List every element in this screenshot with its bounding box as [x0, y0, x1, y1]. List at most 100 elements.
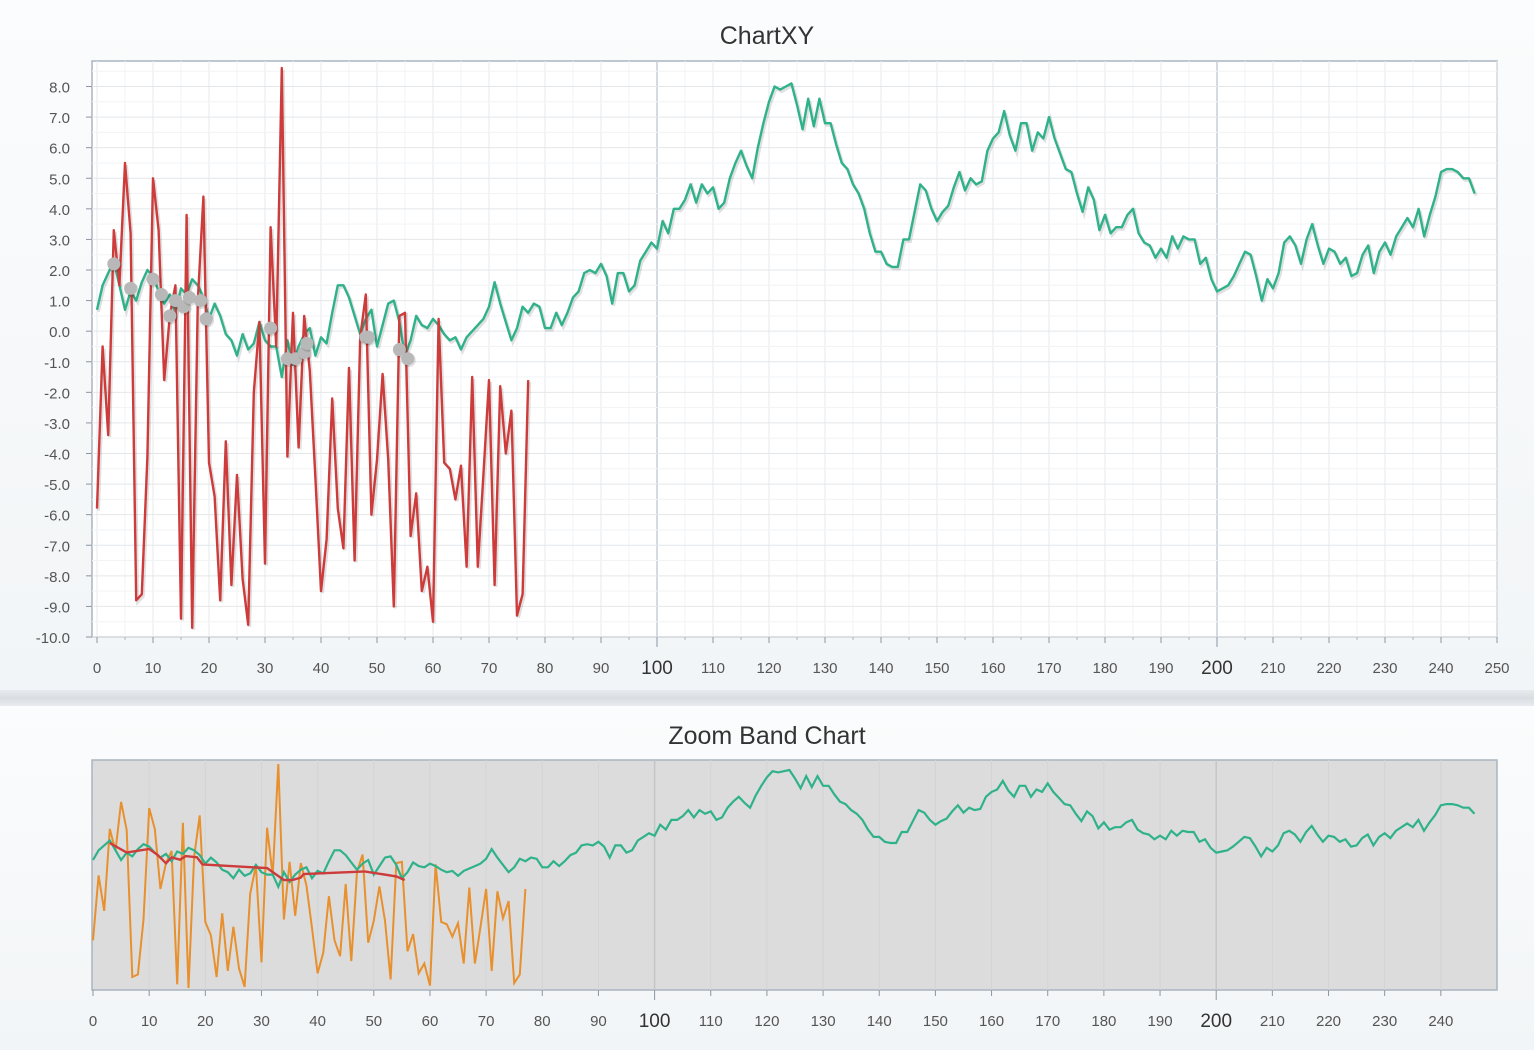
zoom-x-tick-label: 30 [253, 1013, 270, 1030]
marker-point [401, 352, 415, 366]
marker-point [124, 281, 138, 295]
y-tick-label: -7.0 [44, 538, 70, 555]
y-tick-label: 3.0 [49, 232, 70, 249]
y-tick-label: 5.0 [49, 171, 70, 188]
y-tick-label: -4.0 [44, 447, 70, 464]
zoom-x-tick-label: 110 [699, 1013, 723, 1030]
y-tick-label: -3.0 [44, 416, 70, 433]
zoom-x-tick-label: 180 [1091, 1013, 1116, 1030]
x-tick-label: 220 [1316, 660, 1341, 677]
zoom-x-tick-label: 230 [1372, 1013, 1397, 1030]
zoom-x-tick-label: 220 [1316, 1013, 1341, 1030]
x-tick-label: 100 [641, 658, 673, 679]
y-tick-label: -9.0 [44, 599, 70, 616]
zoom-x-tick-label: 10 [141, 1013, 158, 1030]
zoom-x-tick-label: 90 [590, 1013, 607, 1030]
x-tick-label: 190 [1148, 660, 1173, 677]
x-tick-label: 160 [980, 660, 1005, 677]
x-tick-label: 170 [1036, 660, 1061, 677]
zoom-x-tick-label: 120 [754, 1013, 779, 1030]
x-tick-label: 250 [1484, 660, 1509, 677]
series-line-green [95, 82, 1476, 379]
y-tick-label: 0.0 [49, 324, 70, 341]
zoom-series-layer [92, 763, 1476, 989]
x-tick-label: 50 [369, 660, 386, 677]
x-tick-label: 90 [593, 660, 610, 677]
x-tick-label: 150 [924, 660, 949, 677]
zoom-x-tick-label: 150 [923, 1013, 948, 1030]
marker-point [199, 312, 213, 326]
zoom-x-tick-label: 210 [1260, 1013, 1285, 1030]
axes: 0 10 20 30 40 50 60 70 80 90 100 110 120 130 140 150 160… [36, 80, 1510, 680]
y-tick-label: -2.0 [44, 385, 70, 402]
x-tick-label: 60 [425, 660, 442, 677]
zoom-band-area [91, 759, 1498, 991]
zoom-x-tick-label: 160 [979, 1013, 1004, 1030]
zoom-x-tick-label: 240 [1428, 1013, 1453, 1030]
zoom-x-tick-label: 100 [639, 1011, 671, 1032]
y-tick-label: 7.0 [49, 110, 70, 127]
zoom-x-tick-label: 190 [1148, 1013, 1173, 1030]
marker-point [300, 336, 314, 350]
zoom-band-chart[interactable]: Zoom Band Chart 0 10 20 30 40 50 60 70 80 90 100 11… [0, 706, 1534, 1050]
marker-point [163, 309, 177, 323]
zoom-x-tick-label: 20 [197, 1013, 214, 1030]
x-tick-label: 230 [1372, 660, 1397, 677]
x-tick-label: 210 [1260, 660, 1285, 677]
y-tick-label: -10.0 [36, 630, 70, 647]
zoom-grid [91, 759, 1498, 991]
zoom-chart-title: Zoom Band Chart [668, 722, 865, 750]
marker-point [194, 294, 208, 308]
y-tick-label: 6.0 [49, 141, 70, 158]
zoom-series-orange [92, 763, 527, 989]
series-shadow [97, 70, 532, 630]
main-chart-panel: ChartXY 0 10 20 30 40 50 60 70 80 90 100 110 120 130 1… [0, 0, 1534, 690]
x-tick-label: 200 [1201, 658, 1233, 679]
y-tick-label: -1.0 [44, 355, 70, 372]
zoom-x-tick-label: 0 [89, 1013, 97, 1030]
marker-point [182, 291, 196, 305]
x-tick-label: 130 [812, 660, 837, 677]
x-tick-label: 0 [93, 660, 101, 677]
zoom-x-tick-label: 40 [309, 1013, 326, 1030]
zoom-x-tick-label: 80 [534, 1013, 551, 1030]
x-tick-label: 30 [257, 660, 274, 677]
zoom-x-tick-label: 70 [478, 1013, 495, 1030]
chart-title: ChartXY [720, 22, 815, 50]
y-tick-label: 2.0 [49, 263, 70, 280]
x-tick-label: 80 [537, 660, 554, 677]
x-tick-label: 240 [1428, 660, 1453, 677]
zoom-band-panel: Zoom Band Chart 0 10 20 30 40 50 60 70 80 90 100 11… [0, 706, 1534, 1050]
zoom-x-tick-label: 140 [867, 1013, 892, 1030]
panel-splitter[interactable] [0, 690, 1534, 706]
zoom-x-tick-label: 60 [422, 1013, 439, 1030]
marker-point [392, 343, 406, 357]
zoom-x-tick-label: 170 [1035, 1013, 1060, 1030]
x-tick-label: 120 [756, 660, 781, 677]
y-tick-label: 1.0 [49, 294, 70, 311]
marker-point [154, 287, 168, 301]
x-tick-label: 20 [201, 660, 218, 677]
main-chart[interactable]: ChartXY 0 10 20 30 40 50 60 70 80 90 100 110 120 130 1… [0, 0, 1534, 690]
x-tick-label: 140 [868, 660, 893, 677]
marker-point [264, 321, 278, 335]
x-tick-label: 40 [313, 660, 330, 677]
x-tick-label: 110 [701, 660, 725, 677]
zoom-axes: 0 10 20 30 40 50 60 70 80 90 100 110 120 130 140 150 160… [89, 990, 1453, 1032]
y-tick-label: -6.0 [44, 508, 70, 525]
series-line-red [95, 66, 530, 629]
y-tick-label: -5.0 [44, 477, 70, 494]
marker-point [146, 272, 160, 286]
zoom-x-tick-label: 50 [365, 1013, 382, 1030]
x-tick-label: 70 [481, 660, 498, 677]
zoom-series-red [109, 841, 406, 882]
y-tick-label: -8.0 [44, 569, 70, 586]
y-tick-label: 8.0 [49, 80, 70, 97]
x-tick-label: 10 [145, 660, 162, 677]
y-tick-label: 4.0 [49, 202, 70, 219]
zoom-x-tick-label: 200 [1200, 1011, 1232, 1032]
marker-point [107, 257, 121, 271]
x-tick-label: 180 [1092, 660, 1117, 677]
marker-point [362, 330, 376, 344]
series-layer [95, 66, 1478, 630]
